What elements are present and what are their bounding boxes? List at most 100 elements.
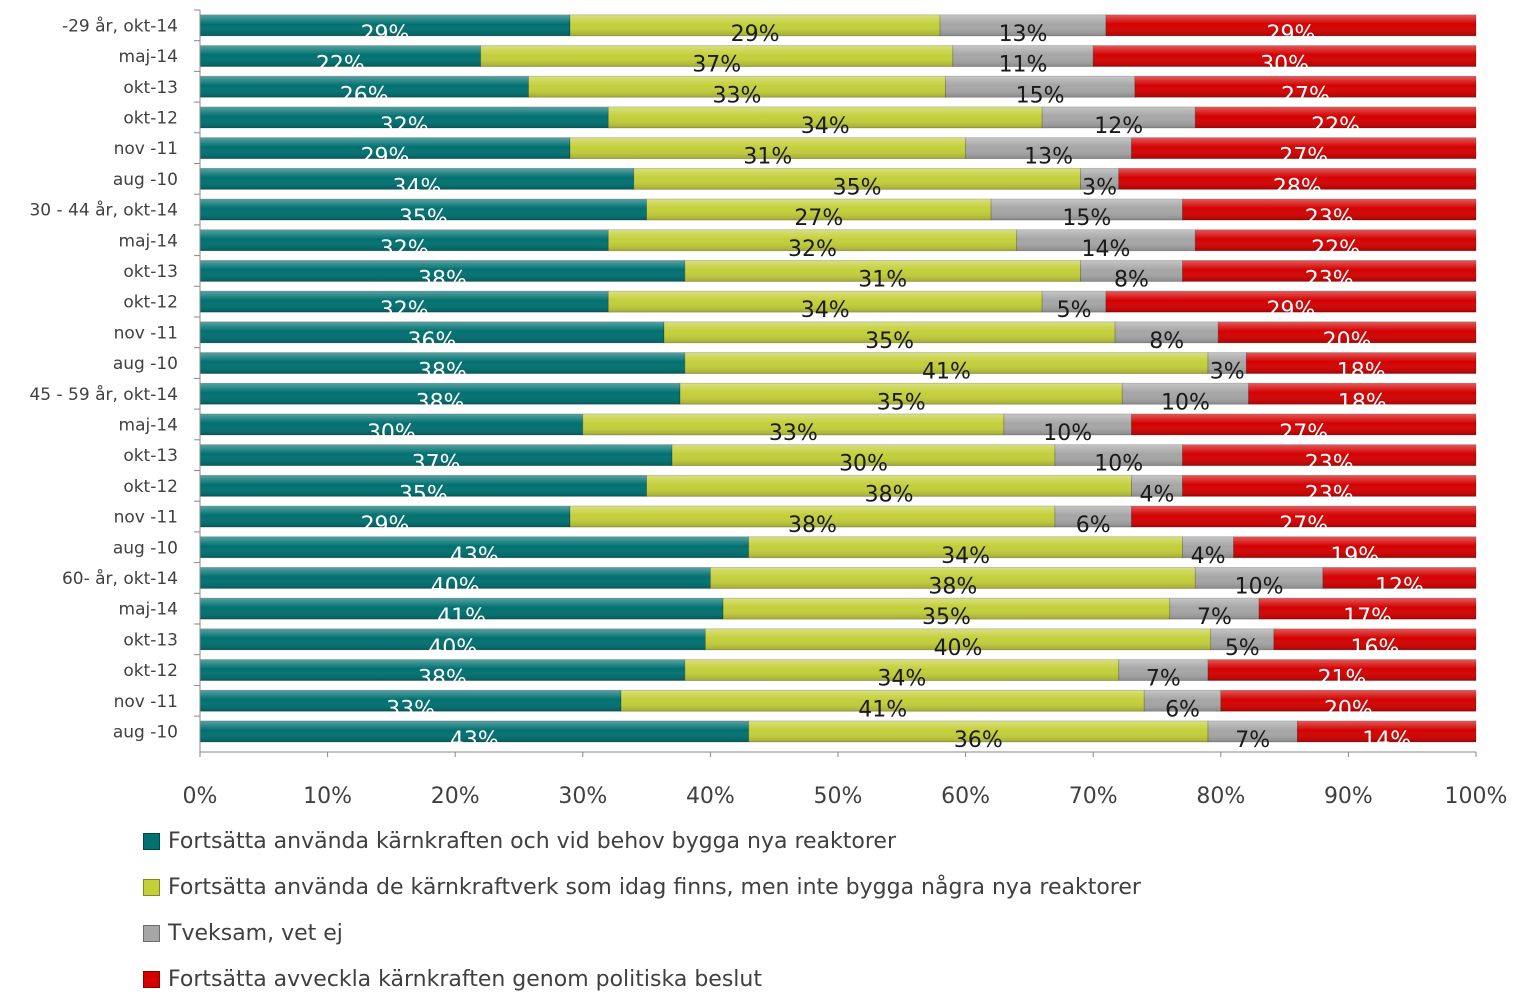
data-label: 30% [839, 452, 888, 477]
bar-segment-shading [684, 659, 1119, 681]
data-label: 3% [1082, 175, 1117, 200]
data-label: 38% [928, 574, 977, 599]
data-label: 29% [361, 22, 410, 47]
data-label: 14% [1082, 237, 1131, 262]
data-label: 40% [934, 636, 983, 661]
data-label: 36% [954, 728, 1003, 753]
data-label: 29% [1267, 298, 1316, 323]
data-label: 34% [801, 298, 850, 323]
data-label: 36% [408, 329, 457, 354]
bar-segment-shading [570, 506, 1055, 528]
bar-segment-shading [1182, 444, 1476, 466]
data-label: 27% [1279, 145, 1328, 170]
bar-segment-shading [664, 321, 1116, 343]
x-tick-label: 70% [1069, 784, 1118, 809]
data-label: 35% [865, 329, 914, 354]
data-label: 30% [367, 421, 416, 446]
data-label: 38% [418, 267, 467, 292]
bar-segment-shading [621, 690, 1145, 712]
data-label: 15% [1016, 83, 1065, 108]
data-label: 32% [380, 114, 429, 139]
bar-segment-shading [1118, 659, 1209, 681]
bar-segment-shading [965, 137, 1132, 159]
bar-segment-shading [1259, 598, 1476, 620]
bar-segment-shading [672, 444, 1055, 466]
category-label: 30 - 44 år, okt-14 [29, 200, 178, 221]
category-label: aug -10 [113, 722, 178, 742]
bar-segment-shading [200, 475, 647, 497]
category-label: okt-12 [123, 108, 178, 128]
legend-swatch-keep-existing [143, 878, 160, 896]
data-label: 11% [999, 53, 1048, 78]
data-label: 22% [316, 53, 365, 78]
data-label: 26% [340, 83, 389, 108]
bar-segment-shading [1246, 352, 1476, 374]
category-label: okt-13 [123, 78, 178, 98]
data-label: 6% [1165, 697, 1200, 722]
data-label: 12% [1094, 114, 1143, 139]
data-label: 27% [1279, 421, 1328, 446]
legend-item-expand: Fortsätta använda kärnkraften och vid be… [143, 818, 1503, 864]
data-label: 15% [1062, 206, 1111, 231]
x-tick-label: 100% [1445, 784, 1508, 809]
data-label: 31% [743, 145, 792, 170]
bar-segment-shading [608, 291, 1043, 313]
x-tick-label: 90% [1324, 784, 1373, 809]
data-label: 16% [1350, 636, 1399, 661]
data-label: 41% [922, 360, 971, 385]
bar-segment-shading [200, 229, 609, 251]
data-label: 32% [788, 237, 837, 262]
category-labels: -29 år, okt-14 maj-14 okt-13 okt-12 nov -11 a… [29, 9, 200, 742]
data-label: 17% [1343, 605, 1392, 630]
bar-segment-shading [1131, 506, 1476, 528]
data-label: 27% [1279, 513, 1328, 538]
bar-segment-shading [684, 352, 1209, 374]
bar-segment-shading [200, 291, 609, 313]
data-label: 7% [1197, 605, 1232, 630]
category-label: okt-13 [123, 446, 178, 466]
bar-segment-shading [680, 383, 1123, 405]
data-label: 35% [399, 206, 448, 231]
bar-segment-shading [200, 260, 685, 282]
data-label: 35% [922, 605, 971, 630]
data-label: 10% [1043, 421, 1092, 446]
bar-segment-shading [200, 536, 749, 558]
x-tick-label: 80% [1196, 784, 1245, 809]
bar-segment-shading [1195, 229, 1476, 251]
data-label: 23% [1305, 206, 1354, 231]
bar-segment-shading [1195, 567, 1323, 589]
data-label: 20% [1324, 697, 1373, 722]
bar-segment-shading [1169, 598, 1260, 620]
data-label: 34% [801, 114, 850, 139]
data-label: 29% [731, 22, 780, 47]
bar-segment-shading [200, 506, 571, 528]
data-label: 38% [418, 360, 467, 385]
legend-swatch-expand [143, 832, 160, 850]
data-label: 35% [877, 390, 926, 415]
bar-segment-shading [1134, 76, 1476, 98]
bar-segment-shading [1054, 444, 1183, 466]
stacked-bar-chart: -29 år, okt-14 maj-14 okt-13 okt-12 nov -11 a… [29, 9, 1508, 809]
data-label: 43% [450, 728, 499, 753]
bar-segment-shading [710, 567, 1196, 589]
data-label: 7% [1146, 667, 1181, 692]
bar-segment-shading [200, 383, 681, 405]
data-label: 33% [386, 697, 435, 722]
x-tick-label: 10% [303, 784, 352, 809]
legend-label-keep-existing: Fortsätta använda de kärnkraftverk som i… [168, 874, 1141, 900]
category-label: maj-14 [119, 415, 178, 435]
bar-segment-shading [1003, 413, 1132, 435]
bar-segment-shading [1016, 229, 1196, 251]
bar-segment-shading [1122, 383, 1249, 405]
bar-segment-shading [480, 45, 953, 67]
bar-segment-shading [945, 76, 1135, 98]
data-label: 23% [1305, 482, 1354, 507]
bar-segment-shading [1105, 14, 1476, 36]
data-label: 10% [1161, 390, 1210, 415]
bar-segment-shading [1297, 720, 1476, 742]
category-label: nov -11 [114, 692, 178, 712]
bar-segment-shading [1208, 352, 1247, 374]
legend-item-phase-out: Fortsätta avveckla kärnkraften genom pol… [143, 956, 1503, 1002]
bar-segment-shading [705, 628, 1211, 650]
data-label: 34% [392, 175, 441, 200]
